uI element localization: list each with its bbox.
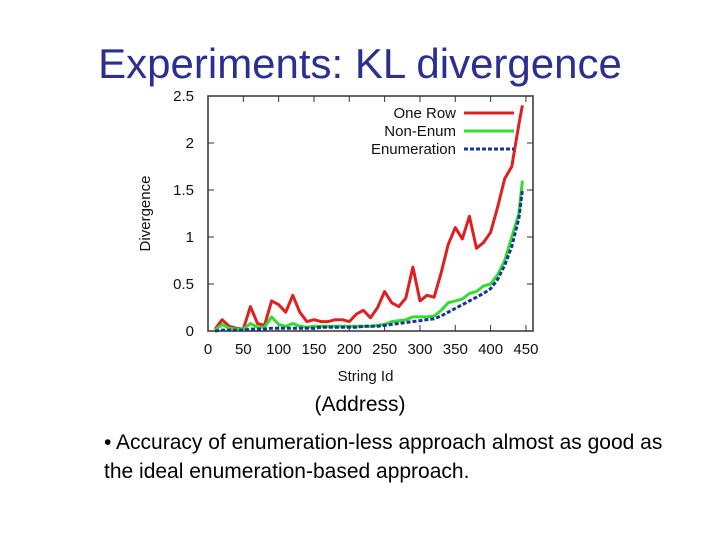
x-tick-label: 400 xyxy=(478,341,503,358)
x-tick-label: 450 xyxy=(513,341,538,358)
y-tick-label: 0 xyxy=(186,323,194,340)
legend-label: Enumeration xyxy=(371,141,456,158)
y-tick-label: 1.5 xyxy=(173,182,194,199)
legend-label: Non-Enum xyxy=(384,123,456,140)
x-tick-label: 200 xyxy=(337,341,362,358)
kl-divergence-chart: 0 50 100 150 200 250 300 350 400 45000.511.522.5 … xyxy=(137,88,538,385)
y-tick-label: 0.5 xyxy=(173,276,194,293)
legend-label: One Row xyxy=(393,105,456,122)
series-line-one-row xyxy=(213,105,524,331)
plot-area-frame xyxy=(207,95,534,332)
x-tick-label: 250 xyxy=(372,341,397,358)
x-tick-label: 0 xyxy=(204,341,212,358)
y-tick-label: 2 xyxy=(186,135,194,152)
series-line-enumeration xyxy=(214,189,524,333)
x-tick-label: 350 xyxy=(443,341,468,358)
bullet-point: • Accuracy of enumeration-less approach … xyxy=(104,431,663,483)
x-tick-label: 150 xyxy=(301,341,326,358)
chart-caption: (Address) xyxy=(314,393,406,416)
x-tick-label: 100 xyxy=(266,341,291,358)
y-tick-label: 2.5 xyxy=(173,88,194,105)
x-tick-label: 50 xyxy=(235,341,252,358)
series-line-non-enum xyxy=(214,180,524,332)
y-axis-label: Divergence xyxy=(137,176,154,252)
slide-title: Experiments: KL divergence xyxy=(98,40,622,87)
x-tick-label: 300 xyxy=(407,341,432,358)
x-axis-label: String Id xyxy=(338,368,394,385)
y-tick-label: 1 xyxy=(186,229,194,246)
